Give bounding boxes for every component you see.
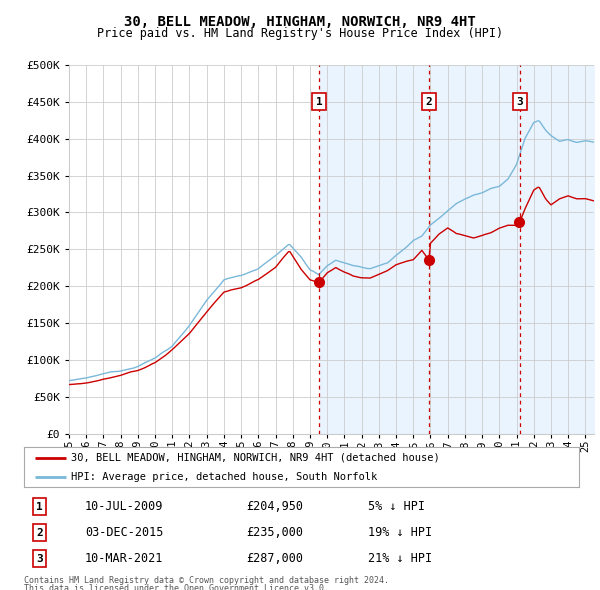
Text: 2: 2	[426, 97, 433, 107]
Text: This data is licensed under the Open Government Licence v3.0.: This data is licensed under the Open Gov…	[24, 584, 329, 590]
Text: 3: 3	[36, 554, 43, 564]
Text: 5% ↓ HPI: 5% ↓ HPI	[368, 500, 425, 513]
Text: 10-JUL-2009: 10-JUL-2009	[85, 500, 163, 513]
Text: Contains HM Land Registry data © Crown copyright and database right 2024.: Contains HM Land Registry data © Crown c…	[24, 576, 389, 585]
Text: 30, BELL MEADOW, HINGHAM, NORWICH, NR9 4HT (detached house): 30, BELL MEADOW, HINGHAM, NORWICH, NR9 4…	[71, 453, 440, 463]
Text: £204,950: £204,950	[246, 500, 303, 513]
Text: £235,000: £235,000	[246, 526, 303, 539]
Text: 19% ↓ HPI: 19% ↓ HPI	[368, 526, 432, 539]
Text: 21% ↓ HPI: 21% ↓ HPI	[368, 552, 432, 565]
Text: Price paid vs. HM Land Registry's House Price Index (HPI): Price paid vs. HM Land Registry's House …	[97, 27, 503, 40]
Text: 1: 1	[316, 97, 322, 107]
Text: 1: 1	[36, 502, 43, 512]
Text: 10-MAR-2021: 10-MAR-2021	[85, 552, 163, 565]
Text: 3: 3	[517, 97, 523, 107]
Text: 30, BELL MEADOW, HINGHAM, NORWICH, NR9 4HT: 30, BELL MEADOW, HINGHAM, NORWICH, NR9 4…	[124, 15, 476, 29]
Text: 03-DEC-2015: 03-DEC-2015	[85, 526, 163, 539]
Text: £287,000: £287,000	[246, 552, 303, 565]
Text: 2: 2	[36, 528, 43, 537]
Text: HPI: Average price, detached house, South Norfolk: HPI: Average price, detached house, Sout…	[71, 472, 377, 481]
